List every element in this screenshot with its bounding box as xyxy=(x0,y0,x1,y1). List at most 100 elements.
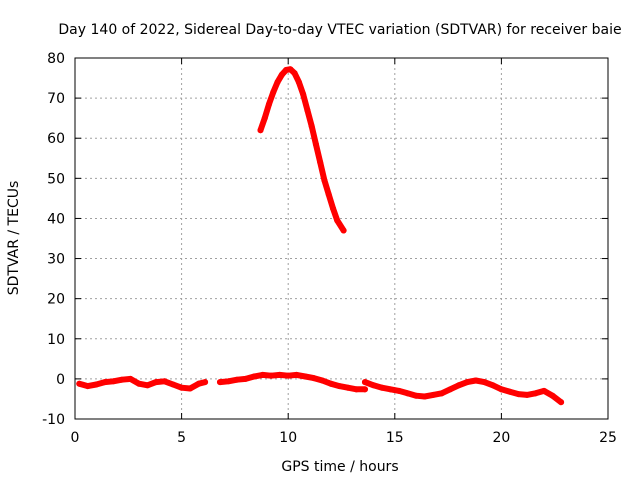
data-point xyxy=(278,71,285,78)
y-tick-label: 40 xyxy=(47,211,65,227)
data-point xyxy=(308,123,315,130)
data-point xyxy=(251,373,258,380)
x-axis-label: GPS time / hours xyxy=(281,459,398,475)
data-point xyxy=(153,379,160,386)
y-tick-label: 60 xyxy=(47,131,65,147)
data-point xyxy=(291,70,298,77)
data-point xyxy=(84,383,91,390)
data-point xyxy=(234,376,241,383)
data-point xyxy=(438,390,445,397)
y-tick-label: 0 xyxy=(56,372,65,388)
data-point xyxy=(310,375,317,382)
data-point xyxy=(325,191,332,198)
data-point xyxy=(506,388,513,395)
data-point xyxy=(276,371,283,378)
data-point xyxy=(312,141,319,148)
data-point xyxy=(118,376,125,383)
data-point xyxy=(202,379,209,386)
x-tick-labels: 0 5 10 15 20 25 xyxy=(71,430,617,446)
data-point xyxy=(370,382,377,389)
data-point xyxy=(336,383,343,390)
x-tick-label: 20 xyxy=(492,430,510,446)
series-baseline-segment-2 xyxy=(217,371,368,393)
data-point xyxy=(472,377,479,384)
y-tick-label: 80 xyxy=(47,51,65,67)
y-tick-label: 70 xyxy=(47,91,65,107)
data-point xyxy=(178,384,185,391)
x-tick-label: 5 xyxy=(177,430,186,446)
data-point xyxy=(287,66,294,73)
data-point xyxy=(135,380,142,387)
data-point xyxy=(161,378,168,385)
series-baseline-segment-1 xyxy=(76,375,209,392)
data-point xyxy=(344,384,351,391)
data-point xyxy=(187,385,194,392)
data-point xyxy=(498,386,505,393)
x-tick-label: 10 xyxy=(279,430,297,446)
data-point xyxy=(404,390,411,397)
y-axis-label: SDTVAR / TECUs xyxy=(6,181,22,296)
data-point xyxy=(300,91,307,98)
data-point xyxy=(321,177,328,184)
data-point xyxy=(195,380,202,387)
data-point xyxy=(270,89,277,96)
data-point xyxy=(144,382,151,389)
data-point xyxy=(541,387,548,394)
data-point xyxy=(334,217,341,224)
data-point xyxy=(268,372,275,379)
data-point xyxy=(340,227,347,234)
data-point xyxy=(361,379,368,386)
data-point xyxy=(549,392,556,399)
data-point xyxy=(558,399,565,406)
plot-frame xyxy=(74,57,609,420)
data-point xyxy=(515,391,522,398)
data-point xyxy=(225,378,232,385)
x-tick-label: 0 xyxy=(71,430,80,446)
y-tick-label: 10 xyxy=(47,332,65,348)
data-point xyxy=(93,381,100,388)
data-point xyxy=(430,391,437,398)
data-point xyxy=(353,386,360,393)
data-point xyxy=(481,379,488,386)
data-point xyxy=(257,127,264,134)
data-point xyxy=(304,107,311,114)
data-point xyxy=(170,381,177,388)
y-tick-label: 30 xyxy=(47,252,65,268)
data-point xyxy=(259,371,266,378)
data-point xyxy=(266,101,273,108)
x-tick-label: 15 xyxy=(386,430,404,446)
data-point xyxy=(293,371,300,378)
data-point xyxy=(421,393,428,400)
data-point xyxy=(387,386,394,393)
data-point xyxy=(455,382,462,389)
data-point xyxy=(274,79,281,86)
series-layer xyxy=(76,66,565,406)
data-point xyxy=(413,392,420,399)
data-point xyxy=(532,390,539,397)
data-point xyxy=(489,382,496,389)
data-point xyxy=(101,379,108,386)
data-point xyxy=(317,159,324,166)
data-point xyxy=(76,380,83,387)
data-point xyxy=(285,372,292,379)
data-point xyxy=(447,386,454,393)
data-point xyxy=(127,375,134,382)
y-tick-labels: -10 0 10 20 30 40 50 60 70 80 xyxy=(42,51,65,428)
tick-marks xyxy=(74,57,609,420)
data-point xyxy=(242,375,249,382)
chart-title: Day 140 of 2022, Sidereal Day-to-day VTE… xyxy=(58,22,621,38)
y-tick-label: 20 xyxy=(47,292,65,308)
data-point xyxy=(464,379,471,386)
data-point xyxy=(379,384,386,391)
data-point xyxy=(329,205,336,212)
data-point xyxy=(319,377,326,384)
data-point xyxy=(523,391,530,398)
y-tick-label: -10 xyxy=(42,412,65,428)
data-point xyxy=(110,378,117,385)
data-point xyxy=(261,115,268,122)
grid xyxy=(75,58,608,419)
data-point xyxy=(327,380,334,387)
data-point xyxy=(396,387,403,394)
data-point xyxy=(216,379,223,386)
